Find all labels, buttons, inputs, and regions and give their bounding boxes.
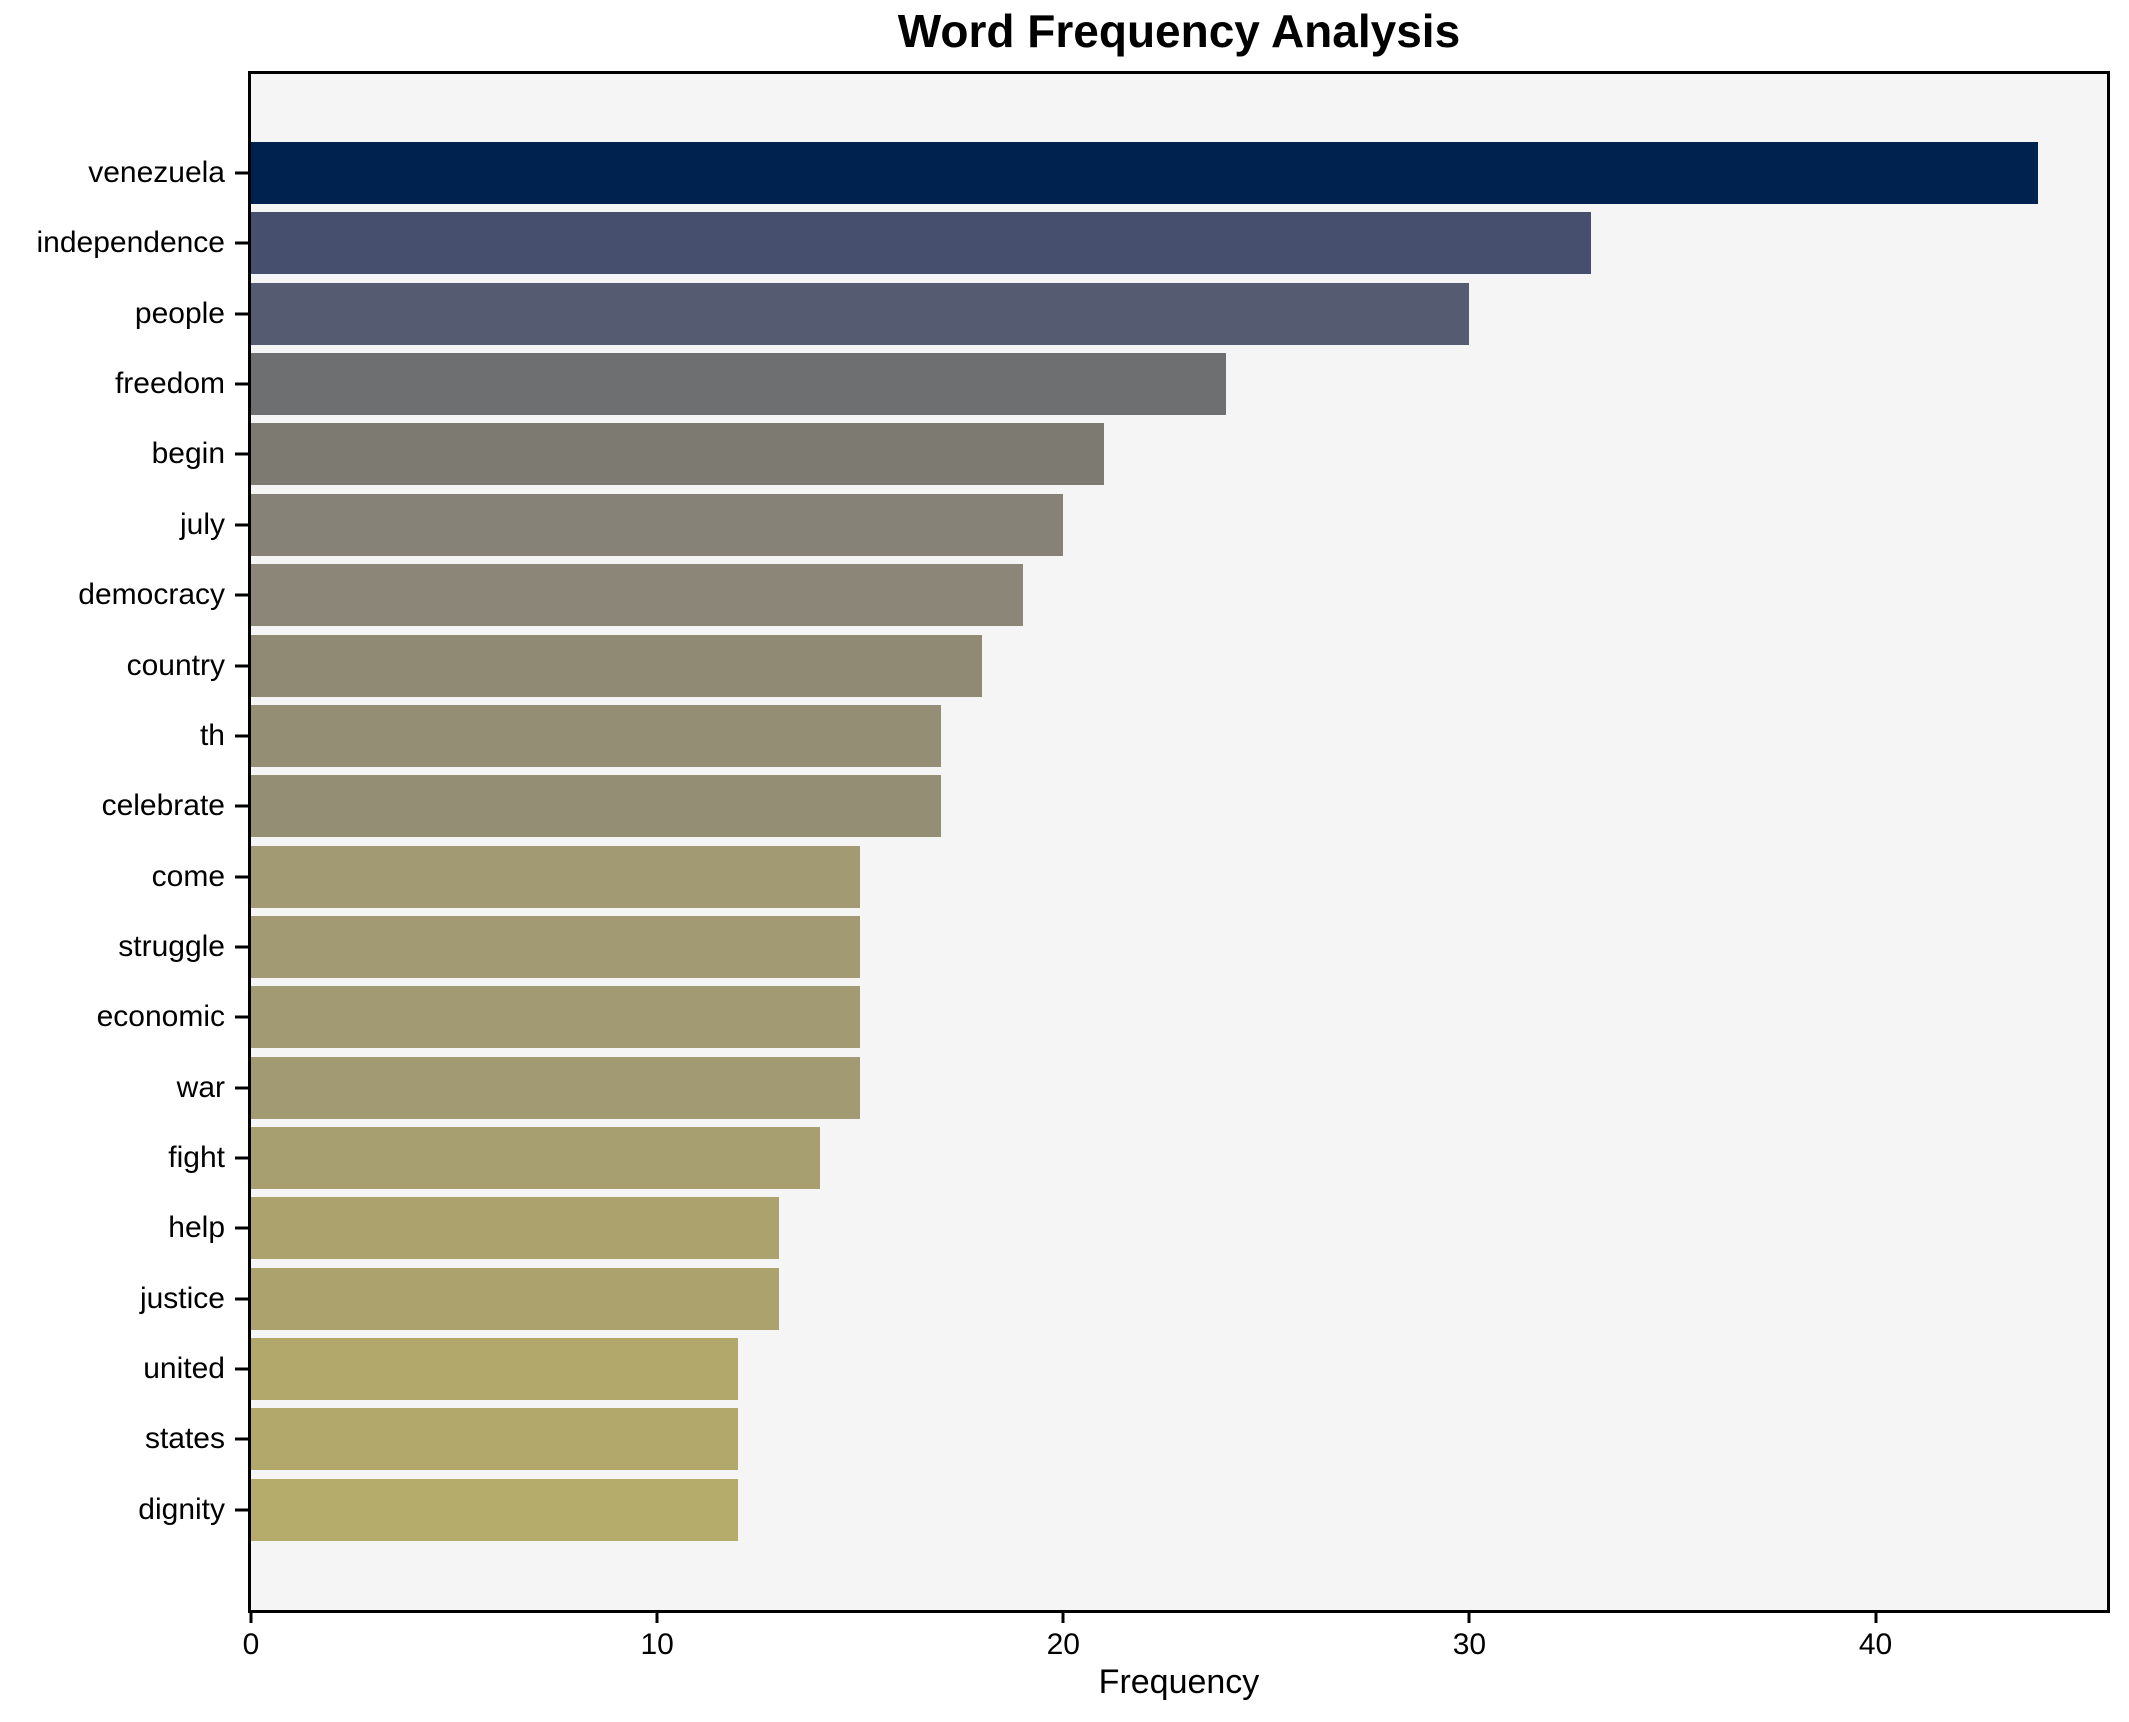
y-tick-label: dignity: [138, 1492, 225, 1526]
bar-row: july: [180, 493, 2107, 556]
y-tick-label: states: [144, 1422, 225, 1456]
y-tick-label: struggle: [118, 929, 225, 963]
bar-democracy: [251, 564, 1023, 627]
x-tick-mark: [1467, 1610, 1471, 1623]
y-tick-mark: [235, 593, 248, 597]
y-tick-mark: [235, 734, 248, 738]
bar-venezuela: [251, 142, 2038, 204]
x-axis-label: Frequency: [1098, 1663, 1260, 1701]
y-tick-mark: [235, 523, 248, 527]
y-tick-mark: [235, 1156, 248, 1160]
bar-row: country: [127, 634, 2107, 697]
bar-country: [251, 634, 983, 697]
x-tick-label: 10: [640, 1628, 674, 1661]
bar-row: people: [135, 282, 2107, 345]
bar-row: begin: [152, 423, 2107, 486]
x-tick-mark: [655, 1610, 659, 1623]
x-tick-mark: [1061, 1610, 1065, 1623]
bar-row: come: [152, 845, 2107, 908]
bar-begin: [251, 423, 1104, 486]
y-tick-mark: [235, 382, 248, 386]
y-tick-mark: [235, 945, 248, 949]
y-tick-label: th: [199, 718, 225, 752]
y-tick-mark: [235, 664, 248, 668]
bar-states: [251, 1408, 739, 1471]
bar-row: democracy: [78, 564, 2107, 627]
y-tick-mark: [235, 171, 248, 175]
bar-come: [251, 845, 861, 908]
bar-row: states: [145, 1408, 2107, 1471]
bar-fight: [251, 1127, 820, 1190]
y-tick-mark: [235, 452, 248, 456]
y-tick-label: celebrate: [101, 789, 225, 823]
y-tick-label: country: [126, 648, 225, 682]
y-tick-label: economic: [96, 1000, 225, 1034]
y-tick-mark: [235, 1367, 248, 1371]
x-tick-label: 30: [1452, 1628, 1487, 1661]
bar-united: [251, 1338, 739, 1401]
bar-row: fight: [168, 1127, 2107, 1190]
y-tick-mark: [235, 804, 248, 808]
y-tick-mark: [235, 1226, 248, 1230]
bar-row: independence: [36, 212, 2107, 275]
bar-help: [251, 1197, 779, 1260]
bars-container: venezuela independence people freedom begin j…: [36, 74, 2107, 1610]
bar-th: [251, 704, 942, 767]
y-tick-label: july: [179, 507, 225, 541]
bar-row: struggle: [118, 915, 2107, 978]
bar-people: [251, 282, 1470, 345]
y-tick-mark: [235, 875, 248, 879]
y-tick-label: war: [176, 1070, 225, 1104]
bar-row: freedom: [115, 353, 2107, 416]
bar-july: [251, 493, 1064, 556]
bar-row: economic: [97, 986, 2107, 1049]
plot-area: venezuela independence people freedom begin j…: [36, 71, 2110, 1661]
y-tick-label: come: [151, 859, 225, 893]
bar-row: war: [177, 1056, 2107, 1119]
bar-row: help: [168, 1197, 2107, 1260]
y-tick-mark: [235, 1508, 248, 1512]
bar-dignity: [251, 1478, 739, 1541]
y-tick-label: help: [168, 1211, 225, 1245]
bar-economic: [251, 986, 861, 1049]
bar-war: [251, 1056, 861, 1119]
y-tick-mark: [235, 1297, 248, 1301]
y-tick-mark: [235, 312, 248, 316]
bar-row: united: [143, 1338, 2107, 1401]
bar-row: justice: [140, 1267, 2107, 1330]
y-tick-label: independence: [36, 226, 225, 260]
bar-freedom: [251, 353, 1226, 416]
y-tick-mark: [235, 1086, 248, 1090]
x-tick-mark: [1874, 1610, 1877, 1623]
x-tick-label: 0: [242, 1628, 260, 1661]
bar-justice: [251, 1267, 779, 1330]
y-tick-mark: [235, 241, 248, 245]
bar-row: celebrate: [102, 775, 2107, 838]
x-tick-label: 20: [1046, 1628, 1080, 1661]
y-tick-label: justice: [139, 1281, 225, 1315]
y-tick-label: united: [143, 1352, 225, 1386]
y-tick-label: begin: [151, 437, 225, 471]
bar-row: dignity: [138, 1478, 2107, 1541]
chart-title: Word Frequency Analysis: [897, 5, 1461, 57]
bar-struggle: [251, 915, 861, 978]
y-tick-label: people: [134, 296, 225, 330]
x-tick-label: 40: [1858, 1628, 1893, 1661]
x-tick-mark: [249, 1610, 253, 1623]
y-tick-label: freedom: [114, 367, 225, 401]
y-tick-mark: [235, 1015, 248, 1019]
bar-celebrate: [251, 775, 942, 838]
y-tick-mark: [235, 1437, 248, 1441]
y-tick-label: fight: [168, 1141, 225, 1175]
y-tick-label: democracy: [78, 578, 225, 612]
bar-row: venezuela: [88, 142, 2107, 204]
y-tick-label: venezuela: [88, 156, 225, 189]
bar-independence: [251, 212, 1592, 275]
bar-row: th: [200, 704, 2107, 767]
